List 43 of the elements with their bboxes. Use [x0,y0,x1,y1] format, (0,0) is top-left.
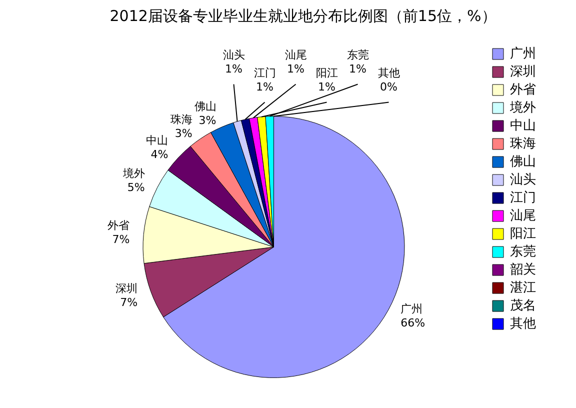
slice-label: 阳江 [316,66,338,80]
legend-label: 外省 [510,82,536,98]
slice-label: 江门 [254,66,276,80]
data-label: 1% [256,80,274,94]
slice-label: 外省 [108,219,130,232]
data-label: 7% [120,296,138,309]
legend-label: 汕头 [510,172,536,188]
legend-label: 阳江 [510,226,536,242]
data-label: 7% [112,233,130,246]
legend-label: 广州 [510,46,536,62]
legend-label: 其他 [510,316,536,332]
slice-label: 汕尾 [284,48,307,62]
data-label: 4% [150,148,168,161]
data-label: 3% [198,114,216,128]
slice-label: 境外 [122,167,145,180]
data-label: 66% [400,316,426,330]
legend-label: 珠海 [510,136,536,152]
slice-label: 汕头 [222,48,245,62]
legend-label: 汕尾 [510,208,536,224]
legend-label: 深圳 [510,64,536,80]
legend-label: 湛江 [510,280,536,296]
chart-title: 2012届设备专业毕业生就业地分布比例图（前15位，%） [110,6,496,25]
data-label: 1% [349,62,366,76]
legend-label: 中山 [510,118,536,134]
data-label: 1% [318,80,336,94]
legend-label: 江门 [510,189,536,206]
legend-label: 境外 [509,99,536,116]
text: 0% [380,80,398,94]
slice-label: 东莞 [346,48,369,62]
slice-label: 珠海 [170,113,192,126]
legend-label: 茂名 [510,298,536,314]
data-label: 3% [174,127,192,140]
data-label: 1% [225,62,242,76]
slice-label: 广州 [400,302,423,316]
legend-label: 东莞 [510,244,536,260]
data-label: 5% [127,181,145,194]
legend-label: 韶关 [510,262,536,278]
legend-label: 佛山 [510,154,536,170]
data-label: 1% [287,62,304,76]
slice-label: 佛山 [194,100,216,114]
slice-label: 深圳 [116,282,138,295]
category-label: 其他 [378,66,400,80]
slice-label: 中山 [146,134,168,147]
